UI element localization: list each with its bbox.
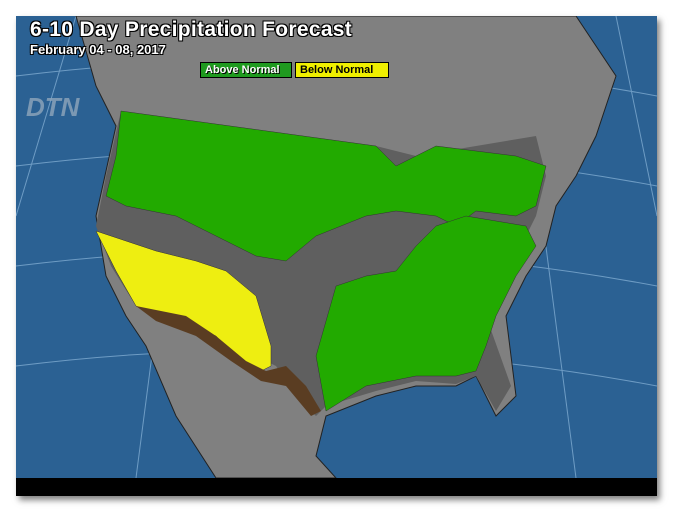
- above-normal-north: [105, 110, 547, 262]
- legend-above-normal: Above Normal: [200, 62, 292, 78]
- map-title: 6-10 Day Precipitation Forecast: [30, 18, 353, 41]
- mexico-coast: [136, 306, 321, 416]
- map-date-range: February 04 - 08, 2017: [30, 42, 166, 57]
- above-normal-south: [315, 215, 537, 412]
- precipitation-map: [16, 16, 657, 478]
- legend-below-normal: Below Normal: [295, 62, 389, 78]
- dtn-logo: DTN: [26, 92, 80, 122]
- map-frame: 6-10 Day Precipitation Forecast February…: [16, 16, 657, 496]
